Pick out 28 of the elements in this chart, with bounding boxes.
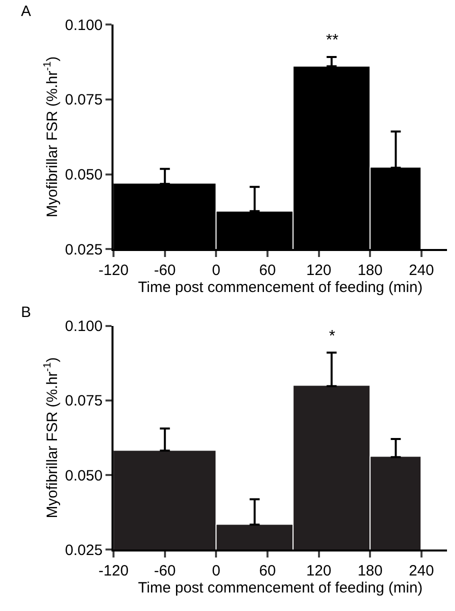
- x-tick-label: -120: [98, 262, 129, 280]
- x-tick-label: 180: [358, 262, 383, 280]
- x-tick-label: 0: [212, 262, 220, 280]
- y-tick-label: 0.025: [65, 542, 103, 559]
- y-tick-label: 0.100: [65, 318, 103, 336]
- y-tick-label: 0.050: [65, 467, 103, 484]
- annotation: **: [326, 32, 338, 49]
- chart-title: B: [21, 304, 32, 321]
- x-tick-label: 240: [408, 562, 434, 580]
- x-tick-label: 240: [408, 262, 434, 280]
- y-tick-label: 0.075: [65, 92, 103, 109]
- x-tick-label: 180: [358, 562, 383, 580]
- annotation: *: [329, 328, 336, 345]
- y-tick-label: 0.050: [65, 166, 103, 184]
- chart-title: A: [21, 3, 32, 20]
- x-tick-label: 120: [306, 562, 332, 580]
- x-tick-label: 0: [212, 562, 220, 580]
- x-tick-label: -60: [154, 262, 176, 280]
- x-tick-label: 60: [259, 562, 276, 580]
- x-tick-label: 60: [259, 262, 276, 280]
- x-tick-label: 120: [306, 262, 332, 280]
- y-tick-label: 0.075: [65, 392, 103, 410]
- y-tick-label: 0.025: [65, 241, 103, 258]
- x-tick-label: -60: [154, 562, 176, 580]
- x-axis-title: Time post commencement of feeding (min): [138, 279, 423, 296]
- x-tick-label: -120: [98, 562, 129, 580]
- x-axis-title: Time post commencement of feeding (min): [138, 580, 423, 597]
- y-tick-label: 0.100: [65, 16, 103, 34]
